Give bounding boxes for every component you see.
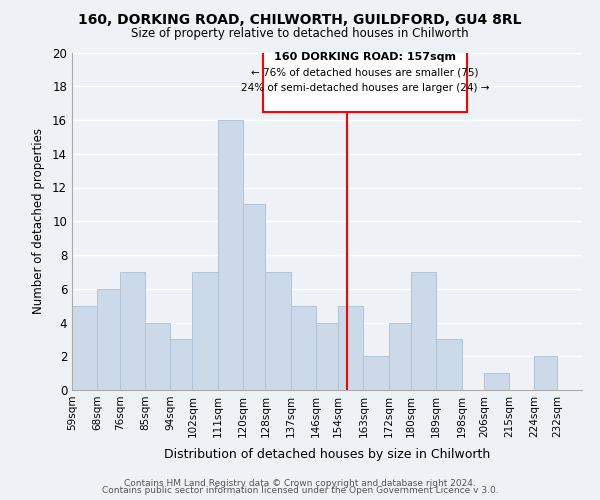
Bar xyxy=(119,272,145,390)
Bar xyxy=(170,340,193,390)
Bar xyxy=(243,204,265,390)
Bar xyxy=(364,356,389,390)
Text: Size of property relative to detached houses in Chilworth: Size of property relative to detached ho… xyxy=(131,28,469,40)
Bar xyxy=(338,306,364,390)
Bar xyxy=(72,306,97,390)
FancyBboxPatch shape xyxy=(263,49,467,112)
Text: ← 76% of detached houses are smaller (75): ← 76% of detached houses are smaller (75… xyxy=(251,68,479,78)
Bar xyxy=(265,272,290,390)
Bar xyxy=(535,356,557,390)
Text: Contains public sector information licensed under the Open Government Licence v : Contains public sector information licen… xyxy=(101,486,499,495)
Text: 160, DORKING ROAD, CHILWORTH, GUILDFORD, GU4 8RL: 160, DORKING ROAD, CHILWORTH, GUILDFORD,… xyxy=(78,12,522,26)
Bar xyxy=(145,322,170,390)
Text: Contains HM Land Registry data © Crown copyright and database right 2024.: Contains HM Land Registry data © Crown c… xyxy=(124,478,476,488)
Bar xyxy=(436,340,461,390)
Bar xyxy=(316,322,338,390)
Bar xyxy=(411,272,436,390)
Bar xyxy=(389,322,411,390)
Bar xyxy=(193,272,218,390)
Bar xyxy=(218,120,243,390)
Bar xyxy=(97,289,119,390)
Text: 160 DORKING ROAD: 157sqm: 160 DORKING ROAD: 157sqm xyxy=(274,52,456,62)
Text: 24% of semi-detached houses are larger (24) →: 24% of semi-detached houses are larger (… xyxy=(241,83,489,93)
Bar xyxy=(484,373,509,390)
Bar xyxy=(290,306,316,390)
Y-axis label: Number of detached properties: Number of detached properties xyxy=(32,128,45,314)
X-axis label: Distribution of detached houses by size in Chilworth: Distribution of detached houses by size … xyxy=(164,448,490,461)
